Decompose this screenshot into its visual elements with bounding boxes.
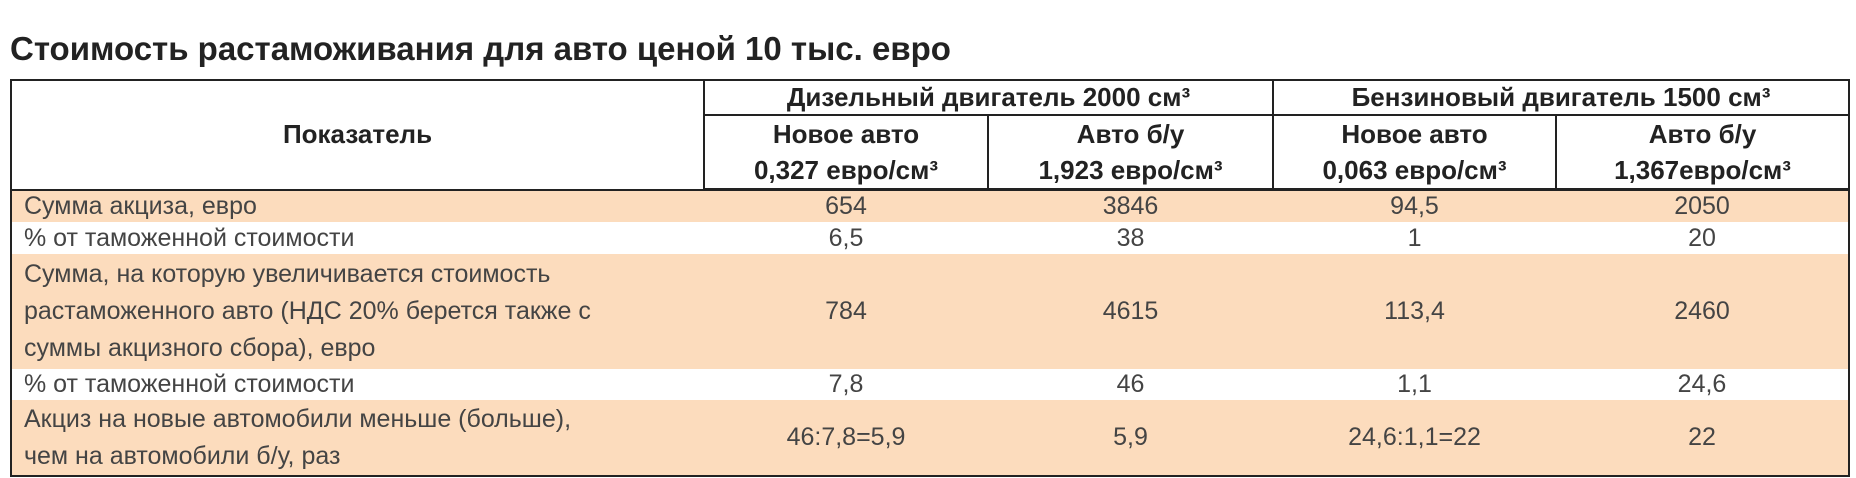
row-label: Сумма, на которую увеличивается стоимост… [11,254,704,369]
cell-value: 46 [1116,370,1145,398]
title: Стоимость растаможивания для авто ценой … [10,30,951,67]
cell-value: 1 [1407,223,1422,252]
cell-value: 654 [704,189,988,222]
subheader-rate: 1,367евро/см³ [1555,152,1850,191]
cell-value: 22 [1556,400,1850,476]
cell-value: 4615 [988,254,1274,369]
header-group: Дизельный двигатель 2000 см³ [702,80,1274,116]
cell-value: 2460 [1556,254,1850,369]
table-row: Акциз на новые автомобили меньше (больше… [11,400,1850,476]
table-row: Сумма, на которую увеличивается стоимост… [11,254,1850,369]
cell-value: 24,6:1,1=22 [1273,400,1557,476]
cell-value: 94,5 [1273,189,1557,222]
cell-value: 1,1 [1397,370,1432,398]
cell-value: 20 [1688,223,1716,252]
cell-value: 113,4 [1273,254,1557,369]
cell-value: 24,6 [1677,370,1727,398]
cell-value: 5,9 [988,400,1274,476]
subheader-rate: 0,063 евро/см³ [1272,152,1557,191]
subheader-rate: 1,923 евро/см³ [986,152,1274,191]
header-indicator: Показатель [11,80,704,191]
cell-value: 38 [1116,223,1145,252]
table: Показатель Дизельный двигатель 2000 см³ … [10,79,1851,477]
cell-value: 46:7,8=5,9 [704,400,988,476]
cell-value: 6,5 [828,223,864,252]
cell-value: 2050 [1556,189,1850,222]
cell-value: 7,8 [828,370,864,398]
row-label: Акциз на новые автомобили меньше (больше… [11,400,704,476]
subheader-name: Авто б/у [986,115,1274,152]
subheader-rate: 0,327 евро/см³ [703,152,988,191]
table-row: Сумма акциза, евро 654 3846 94,5 2050 [11,189,1850,222]
row-label: % от таможенной стоимости [24,223,355,252]
subheader-name: Новое авто [703,115,988,152]
subheader-name: Новое авто [1272,115,1557,152]
header-group: Бензиновый двигатель 1500 см³ [1272,80,1850,116]
table-body: Сумма акциза, евро 654 3846 94,5 2050% от та… [11,189,1850,476]
row-label: % от таможенной стоимости [24,370,355,398]
cell-value: 3846 [988,189,1274,222]
row-label: Сумма акциза, евро [11,189,704,222]
subheader-name: Авто б/у [1555,115,1850,152]
cell-value: 784 [704,254,988,369]
table-row: % от таможенной стоимости 6,5 38 1 20 [11,222,1849,254]
table-row: % от таможенной стоимости 7,8 46 1,1 24,6 [11,369,1849,400]
